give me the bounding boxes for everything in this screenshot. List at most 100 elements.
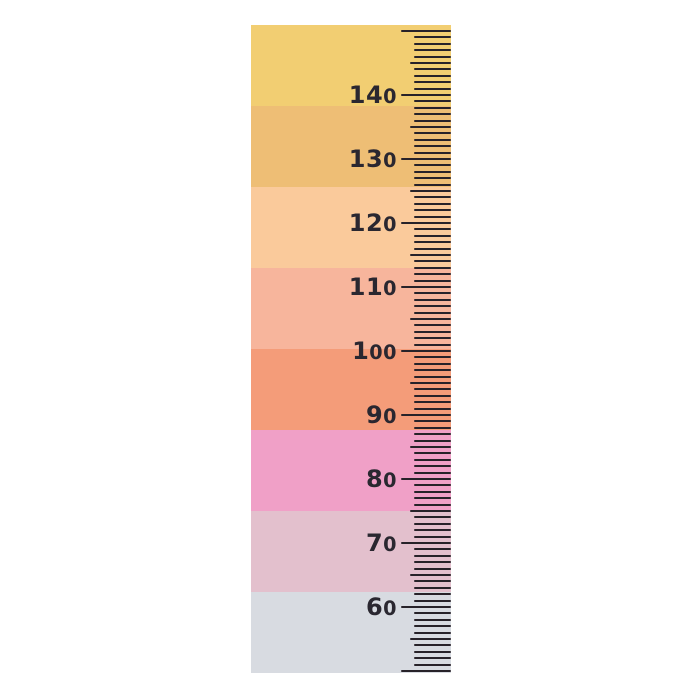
tick-mark-140 xyxy=(401,94,451,96)
tick-mark-122 xyxy=(414,209,451,212)
tick-mark-52 xyxy=(414,657,451,660)
ruler-ticks xyxy=(251,25,451,673)
tick-mark-58 xyxy=(414,618,451,621)
tick-mark-119 xyxy=(414,228,451,231)
tick-mark-91 xyxy=(414,407,451,410)
tick-mark-68 xyxy=(414,554,451,557)
tick-mark-90 xyxy=(401,414,451,416)
tick-mark-89 xyxy=(414,420,451,423)
tick-mark-145 xyxy=(410,62,451,64)
tick-mark-87 xyxy=(414,433,451,436)
tick-mark-78 xyxy=(414,490,451,493)
tick-mark-138 xyxy=(414,106,451,109)
tick-mark-93 xyxy=(414,394,451,397)
tick-mark-60 xyxy=(401,606,451,608)
tick-mark-136 xyxy=(414,119,451,122)
tick-mark-150 xyxy=(401,30,451,32)
tick-mark-105 xyxy=(410,318,451,320)
tick-mark-118 xyxy=(414,234,451,237)
tick-mark-63 xyxy=(414,586,451,589)
tick-mark-113 xyxy=(414,266,451,269)
tick-mark-141 xyxy=(414,87,451,90)
tick-mark-50 xyxy=(401,670,451,672)
tick-mark-72 xyxy=(414,529,451,532)
tick-mark-61 xyxy=(414,599,451,602)
tick-mark-128 xyxy=(414,170,451,173)
tick-mark-88 xyxy=(414,426,451,429)
tick-mark-112 xyxy=(414,273,451,276)
scale-label-70: 70 xyxy=(365,529,397,557)
scale-label-120: 120 xyxy=(348,209,397,237)
height-chart: 140 130 120 110 100 90 80 70 60 xyxy=(251,25,451,673)
tick-mark-94 xyxy=(414,388,451,391)
tick-mark-117 xyxy=(414,241,451,244)
tick-mark-129 xyxy=(414,164,451,167)
tick-mark-144 xyxy=(414,68,451,71)
tick-mark-139 xyxy=(414,100,451,103)
tick-mark-116 xyxy=(414,247,451,250)
tick-mark-95 xyxy=(410,382,451,384)
tick-mark-53 xyxy=(414,650,451,653)
tick-mark-86 xyxy=(414,439,451,442)
tick-mark-97 xyxy=(414,369,451,372)
tick-mark-130 xyxy=(401,158,451,160)
tick-mark-147 xyxy=(414,49,451,52)
tick-mark-142 xyxy=(414,81,451,84)
tick-mark-92 xyxy=(414,401,451,404)
tick-mark-135 xyxy=(410,126,451,128)
tick-mark-85 xyxy=(410,446,451,448)
tick-mark-71 xyxy=(414,535,451,538)
tick-mark-55 xyxy=(410,638,451,640)
tick-mark-106 xyxy=(414,311,451,314)
scale-label-130: 130 xyxy=(348,145,397,173)
tick-mark-148 xyxy=(414,42,451,45)
tick-mark-80 xyxy=(401,478,451,480)
tick-mark-76 xyxy=(414,503,451,506)
tick-mark-110 xyxy=(401,286,451,288)
scale-label-80: 80 xyxy=(365,465,397,493)
tick-mark-120 xyxy=(401,222,451,224)
tick-mark-59 xyxy=(414,612,451,615)
tick-mark-143 xyxy=(414,74,451,77)
tick-mark-146 xyxy=(414,55,451,58)
tick-mark-66 xyxy=(414,567,451,570)
tick-mark-79 xyxy=(414,484,451,487)
tick-mark-70 xyxy=(401,542,451,544)
tick-mark-131 xyxy=(414,151,451,154)
tick-mark-121 xyxy=(414,215,451,218)
scale-label-100: 100 xyxy=(352,337,397,365)
tick-mark-107 xyxy=(414,305,451,308)
tick-mark-108 xyxy=(414,298,451,301)
tick-mark-134 xyxy=(414,132,451,135)
tick-mark-67 xyxy=(414,561,451,564)
tick-mark-111 xyxy=(414,279,451,282)
scale-label-110: 110 xyxy=(348,273,397,301)
tick-mark-82 xyxy=(414,465,451,468)
tick-mark-57 xyxy=(414,625,451,628)
scale-label-140: 140 xyxy=(348,81,397,109)
tick-mark-123 xyxy=(414,202,451,205)
scale-labels: 140 130 120 110 100 90 80 70 60 xyxy=(251,25,451,673)
tick-mark-101 xyxy=(414,343,451,346)
tick-mark-62 xyxy=(414,593,451,596)
tick-mark-77 xyxy=(414,497,451,500)
tick-mark-65 xyxy=(410,574,451,576)
scale-label-60: 60 xyxy=(365,593,397,621)
tick-mark-73 xyxy=(414,522,451,525)
tick-mark-126 xyxy=(414,183,451,186)
tick-mark-100 xyxy=(401,350,451,352)
tick-mark-102 xyxy=(414,337,451,340)
tick-mark-149 xyxy=(414,36,451,39)
tick-mark-132 xyxy=(414,145,451,148)
tick-mark-133 xyxy=(414,138,451,141)
tick-mark-84 xyxy=(414,452,451,455)
tick-mark-99 xyxy=(414,356,451,359)
tick-mark-125 xyxy=(410,190,451,192)
tick-mark-96 xyxy=(414,375,451,378)
tick-mark-64 xyxy=(414,580,451,583)
tick-mark-81 xyxy=(414,471,451,474)
tick-mark-104 xyxy=(414,324,451,327)
tick-mark-75 xyxy=(410,510,451,512)
tick-mark-103 xyxy=(414,330,451,333)
